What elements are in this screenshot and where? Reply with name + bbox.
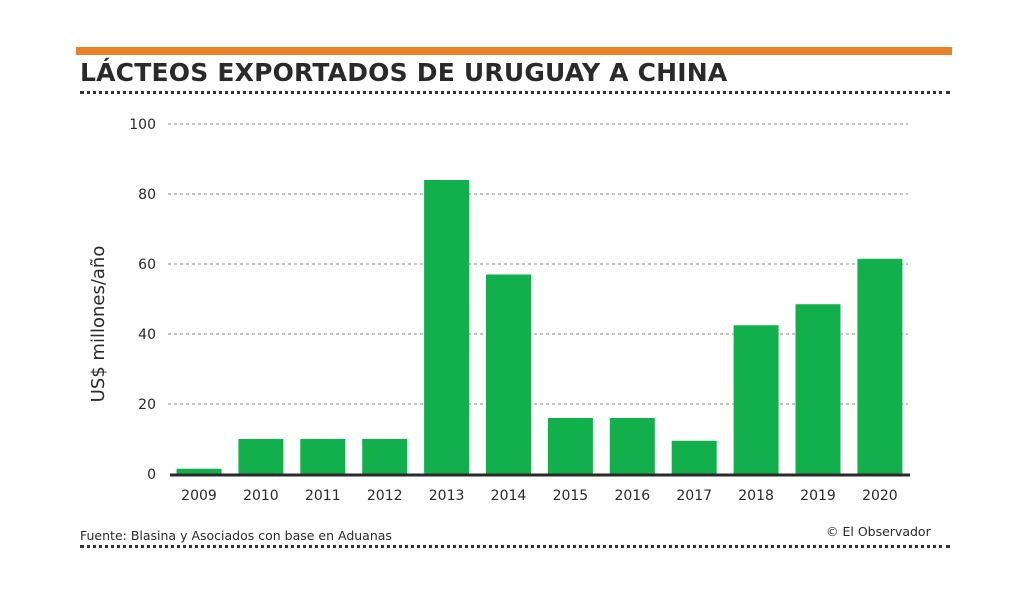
y-tick-label: 100 <box>129 117 156 133</box>
x-tick-label: 2015 <box>553 488 589 504</box>
x-tick-label: 2019 <box>800 488 836 504</box>
x-tick-label: 2017 <box>676 488 712 504</box>
y-tick-label: 20 <box>138 397 156 413</box>
x-tick-label: 2013 <box>429 488 465 504</box>
bar-2016 <box>609 418 655 474</box>
x-tick-label: 2016 <box>614 488 650 504</box>
x-tick-label: 2011 <box>305 488 341 504</box>
bar-2012 <box>362 439 408 474</box>
title-divider <box>80 91 950 94</box>
x-tick-label: 2010 <box>243 488 279 504</box>
bar-2009 <box>176 468 222 474</box>
bars <box>176 180 903 474</box>
bar-2019 <box>795 304 841 474</box>
bar-2018 <box>733 325 779 474</box>
source-note: Fuente: Blasina y Asociados con base en … <box>80 528 392 543</box>
x-tick-labels: 2009 2010 2011 2012 2013 2014 2015 2016 2017 2018… <box>181 488 898 504</box>
chart-title: LÁCTEOS EXPORTADOS DE URUGUAY A CHINA <box>80 58 728 87</box>
bar-2010 <box>238 439 284 474</box>
y-tick-label: 40 <box>138 327 156 343</box>
bar-2017 <box>671 440 717 474</box>
bar-2020 <box>857 258 903 474</box>
bar-2014 <box>486 274 531 474</box>
x-tick-label: 2009 <box>181 488 217 504</box>
y-tick-label: 80 <box>138 187 156 203</box>
x-tick-label: 2020 <box>862 488 898 504</box>
credit-note: © El Observador <box>826 524 931 539</box>
bar-2015 <box>547 418 593 474</box>
x-tick-label: 2012 <box>367 488 403 504</box>
footer-divider <box>80 545 950 548</box>
y-axis-label: US$ millones/año <box>88 246 109 403</box>
y-tick-label: 0 <box>147 467 156 483</box>
y-tick-labels: 0 20 40 60 80 100 <box>129 117 156 483</box>
top-accent-bar <box>76 47 952 55</box>
x-tick-label: 2018 <box>738 488 774 504</box>
x-tick-label: 2014 <box>491 488 527 504</box>
y-tick-label: 60 <box>138 257 156 273</box>
bar-2013 <box>424 180 470 474</box>
bar-2011 <box>300 439 346 474</box>
